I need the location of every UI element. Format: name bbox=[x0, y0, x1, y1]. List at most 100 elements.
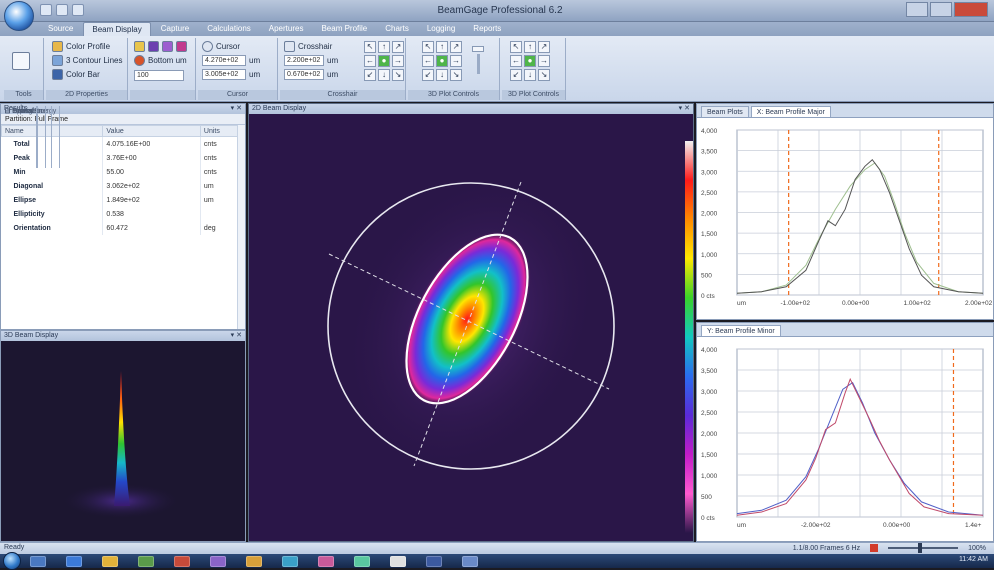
results-row[interactable]: Orientation 60.472 deg bbox=[1, 221, 246, 235]
taskbar-app-icon[interactable] bbox=[66, 556, 82, 567]
pane-controls[interactable]: ▾ ✕ bbox=[230, 332, 242, 339]
ribbon-tab-calculations[interactable]: Calculations bbox=[207, 24, 251, 33]
pane-controls[interactable]: ▾ ✕ bbox=[230, 105, 242, 112]
taskbar-app-icon[interactable] bbox=[246, 556, 262, 567]
cursor-x-field[interactable]: 4.270e+02 bbox=[202, 55, 246, 66]
tilt-up-left-button[interactable]: ↖ bbox=[422, 41, 434, 53]
results-row[interactable]: Ellipse 1.849e+02 um bbox=[1, 193, 246, 207]
display-3d-icon[interactable] bbox=[148, 41, 159, 52]
results-row[interactable]: Peak 3.76E+00 cnts bbox=[1, 151, 246, 165]
results-row[interactable]: Total 4.075.16E+00 cnts bbox=[1, 137, 246, 151]
redo-icon[interactable] bbox=[72, 4, 84, 16]
plot-tab[interactable]: Y: Beam Profile Minor bbox=[701, 325, 781, 336]
3d-beam-plot[interactable] bbox=[1, 341, 245, 541]
crosshair-x-field[interactable]: 2.200e+02 bbox=[284, 55, 324, 66]
taskbar-app-icon[interactable] bbox=[138, 556, 154, 567]
rotate-up-left-button[interactable]: ↖ bbox=[510, 41, 522, 53]
plot-tab[interactable]: Beam Plots bbox=[701, 106, 749, 117]
crosshair-y-field[interactable]: 0.670e+02 bbox=[284, 69, 324, 80]
display-mixed-icon[interactable] bbox=[162, 41, 173, 52]
display-color-icon[interactable] bbox=[176, 41, 187, 52]
color-bar-button[interactable]: Color Bar bbox=[52, 69, 100, 80]
pointer-tool-button[interactable] bbox=[12, 52, 30, 70]
tilt-down-left-button[interactable]: ↙ bbox=[422, 69, 434, 81]
ribbon-tab-beam-profile[interactable]: Beam Profile bbox=[321, 24, 368, 33]
nudge-up-left-button[interactable]: ↖ bbox=[364, 41, 376, 53]
profile-major-chart[interactable]: 4,000 3,500 3,000 2,500 2,000 1,500 1,000 500 0 … bbox=[697, 118, 993, 319]
nudge-up-right-button[interactable]: ↗ bbox=[392, 41, 404, 53]
aperture-circle[interactable] bbox=[327, 182, 615, 470]
results-column-value[interactable]: Value bbox=[102, 125, 201, 137]
application-menu-button[interactable] bbox=[4, 1, 34, 31]
nudge-left-button[interactable]: ← bbox=[364, 55, 376, 67]
display-2d-icon[interactable] bbox=[134, 41, 145, 52]
ribbon-tab-logging[interactable]: Logging bbox=[426, 24, 456, 33]
pane-controls[interactable]: ▾ ✕ bbox=[678, 105, 690, 112]
tilt-down-right-button[interactable]: ↘ bbox=[450, 69, 462, 81]
ribbon-tab-reports[interactable]: Reports bbox=[473, 24, 502, 33]
results-column-name[interactable]: Name bbox=[0, 125, 104, 137]
rotate-down-left-button[interactable]: ↙ bbox=[510, 69, 522, 81]
nudge-up-button[interactable]: ↑ bbox=[378, 41, 390, 53]
nudge-down-right-button[interactable]: ↘ bbox=[392, 69, 404, 81]
taskbar-app-icon[interactable] bbox=[30, 556, 46, 567]
ribbon-tab-apertures[interactable]: Apertures bbox=[268, 24, 304, 33]
tilt-up-right-button[interactable]: ↗ bbox=[450, 41, 462, 53]
plot-tab[interactable]: X: Beam Profile Major bbox=[750, 106, 831, 117]
reset-view-button[interactable]: ● bbox=[436, 55, 448, 67]
results-row[interactable]: Ellipticity 0.538 bbox=[1, 207, 246, 221]
ribbon-tab-charts[interactable]: Charts bbox=[385, 24, 409, 33]
taskbar-app-icon[interactable] bbox=[102, 556, 118, 567]
results-group-row[interactable]: ⊟ Power/Energy bbox=[2, 106, 245, 168]
taskbar-app-icon[interactable] bbox=[282, 556, 298, 567]
rotate-right-button[interactable]: → bbox=[538, 55, 550, 67]
taskbar-app-icon[interactable] bbox=[318, 556, 334, 567]
tilt-right-button[interactable]: → bbox=[450, 55, 462, 67]
nudge-down-button[interactable]: ↓ bbox=[378, 69, 390, 81]
nudge-down-left-button[interactable]: ↙ bbox=[364, 69, 376, 81]
rotate-left-button[interactable]: ← bbox=[510, 55, 522, 67]
taskbar-app-icon[interactable] bbox=[390, 556, 406, 567]
results-scrollbar[interactable] bbox=[237, 125, 245, 329]
color-profile-button[interactable]: Color Profile bbox=[52, 41, 110, 52]
bottom-um-option[interactable]: Bottom um bbox=[134, 55, 187, 66]
ribbon-tab-beam-display[interactable]: Beam Display bbox=[83, 22, 151, 36]
zoom-field[interactable]: 100 bbox=[134, 70, 184, 81]
results-row[interactable]: Min 55.00 cnts bbox=[1, 165, 246, 179]
minimize-button[interactable] bbox=[906, 2, 928, 17]
center-button[interactable]: ● bbox=[378, 55, 390, 67]
crosshair-toggle[interactable]: Crosshair bbox=[284, 41, 332, 52]
taskbar-app-icon[interactable] bbox=[426, 556, 442, 567]
maximize-button[interactable] bbox=[930, 2, 952, 17]
close-button[interactable] bbox=[954, 2, 988, 17]
results-row[interactable]: Diagonal 3.062e+02 um bbox=[1, 179, 246, 193]
taskbar-app-icon[interactable] bbox=[462, 556, 478, 567]
rotate-up-right-button[interactable]: ↗ bbox=[538, 41, 550, 53]
rotate-reset-button[interactable]: ● bbox=[524, 55, 536, 67]
nudge-right-button[interactable]: → bbox=[392, 55, 404, 67]
taskbar-app-icon[interactable] bbox=[210, 556, 226, 567]
ribbon-tab-source[interactable]: Source bbox=[48, 24, 74, 33]
rotate-up-button[interactable]: ↑ bbox=[524, 41, 536, 53]
display-mode-buttons[interactable] bbox=[134, 41, 187, 52]
palette-icon bbox=[52, 41, 63, 52]
zoom-slider-thumb[interactable] bbox=[918, 543, 923, 553]
taskbar-app-icon[interactable] bbox=[174, 556, 190, 567]
contour-lines-button[interactable]: 3 Contour Lines bbox=[52, 55, 122, 66]
tilt-left-button[interactable]: ← bbox=[422, 55, 434, 67]
save-icon[interactable] bbox=[40, 4, 52, 16]
undo-icon[interactable] bbox=[56, 4, 68, 16]
tilt-down-button[interactable]: ↓ bbox=[436, 69, 448, 81]
zoom-slider[interactable] bbox=[472, 46, 484, 74]
profile-minor-chart[interactable]: 4,000 3,500 3,000 2,500 2,000 1,500 1,000 500 0 … bbox=[697, 337, 993, 541]
rotate-down-button[interactable]: ↓ bbox=[524, 69, 536, 81]
tilt-up-button[interactable]: ↑ bbox=[436, 41, 448, 53]
ribbon-tab-capture[interactable]: Capture bbox=[160, 24, 190, 33]
taskbar-app-icon[interactable] bbox=[354, 556, 370, 567]
cursor-y-field[interactable]: 3.005e+02 bbox=[202, 69, 246, 80]
2d-beam-image[interactable] bbox=[249, 114, 693, 541]
cursor-toggle[interactable]: Cursor bbox=[202, 41, 240, 52]
rotate-down-right-button[interactable]: ↘ bbox=[538, 69, 550, 81]
zoom-slider-track[interactable] bbox=[888, 543, 959, 553]
start-button[interactable] bbox=[3, 552, 21, 570]
